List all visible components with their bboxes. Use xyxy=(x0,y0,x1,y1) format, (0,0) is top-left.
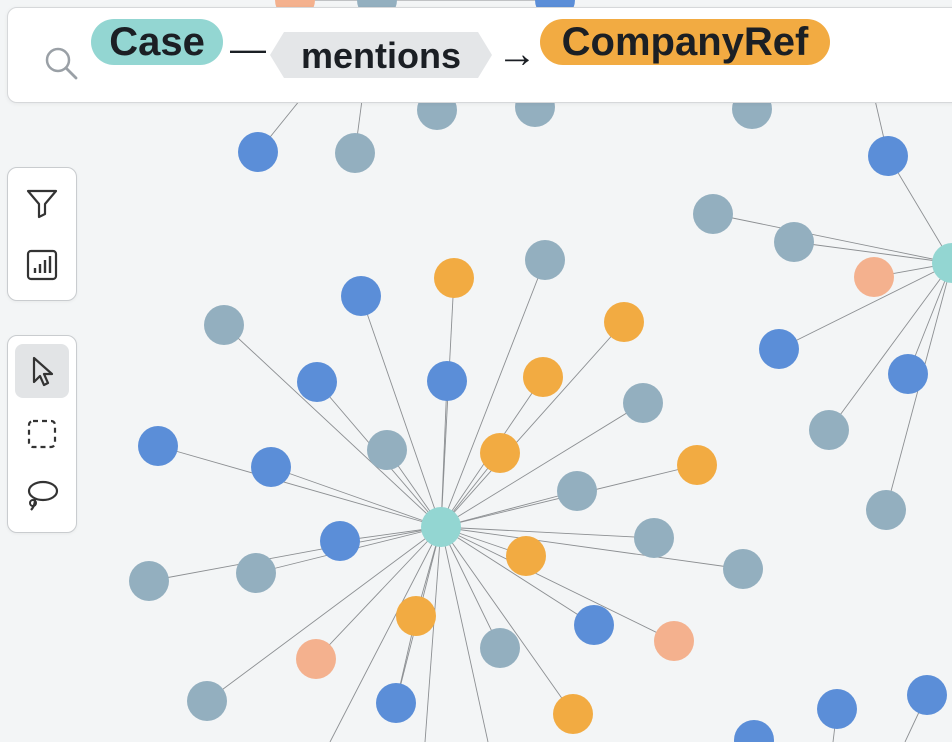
pointer-icon xyxy=(32,356,54,387)
graph-node[interactable] xyxy=(809,410,849,450)
graph-edge[interactable] xyxy=(440,259,546,528)
company-ref-node[interactable] xyxy=(604,302,644,342)
graph-edge[interactable] xyxy=(440,526,744,570)
graph-edge[interactable] xyxy=(148,526,442,582)
graph-node[interactable] xyxy=(888,354,928,394)
graph-node[interactable] xyxy=(187,681,227,721)
lasso-icon xyxy=(27,480,59,511)
graph-node[interactable] xyxy=(817,689,857,729)
graph-node[interactable] xyxy=(341,276,381,316)
graph-edge[interactable] xyxy=(440,526,595,626)
graph-node[interactable] xyxy=(557,471,597,511)
source-node-label[interactable]: Case xyxy=(91,19,223,65)
filter-icon xyxy=(26,189,58,219)
graph-edge[interactable] xyxy=(440,380,448,528)
graph-node[interactable] xyxy=(427,361,467,401)
graph-edge[interactable] xyxy=(360,295,442,528)
graph-node[interactable] xyxy=(907,675,947,715)
graph-edge[interactable] xyxy=(828,262,952,431)
graph-edge[interactable] xyxy=(440,526,574,715)
analysis-toolbar xyxy=(7,167,77,301)
select-tool-button[interactable] xyxy=(15,344,69,398)
graph-node[interactable] xyxy=(634,518,674,558)
connector-arrow: → xyxy=(497,32,537,76)
box-select-icon xyxy=(27,419,57,449)
relation-label[interactable]: mentions xyxy=(270,32,492,78)
graph-node[interactable] xyxy=(759,329,799,369)
graph-edge[interactable] xyxy=(424,526,442,742)
graph-node[interactable] xyxy=(297,362,337,402)
graph-node[interactable] xyxy=(868,136,908,176)
graph-edge[interactable] xyxy=(329,526,442,742)
graph-node[interactable] xyxy=(693,194,733,234)
target-node-label[interactable]: CompanyRef xyxy=(540,19,830,65)
graph-node[interactable] xyxy=(236,553,276,593)
graph-node[interactable] xyxy=(320,521,360,561)
graph-edge[interactable] xyxy=(315,526,442,660)
graph-node[interactable] xyxy=(238,132,278,172)
connector-dash: — xyxy=(230,28,266,69)
graph-edge[interactable] xyxy=(778,262,952,350)
graph-edge[interactable] xyxy=(440,277,455,528)
graph-node[interactable] xyxy=(866,490,906,530)
company-ref-node[interactable] xyxy=(480,433,520,473)
graph-edge[interactable] xyxy=(712,213,952,264)
company-ref-node[interactable] xyxy=(506,536,546,576)
statistics-button[interactable] xyxy=(15,238,69,292)
graph-node[interactable] xyxy=(204,305,244,345)
graph-node[interactable] xyxy=(654,621,694,661)
company-ref-node[interactable] xyxy=(553,694,593,734)
graph-node[interactable] xyxy=(296,639,336,679)
graph-edge[interactable] xyxy=(223,324,442,528)
graph-node[interactable] xyxy=(525,240,565,280)
graph-edge[interactable] xyxy=(793,241,952,264)
lasso-select-button[interactable] xyxy=(15,468,69,522)
graph-node[interactable] xyxy=(129,561,169,601)
graph-node[interactable] xyxy=(734,720,774,742)
box-select-button[interactable] xyxy=(15,407,69,461)
graph-node[interactable] xyxy=(138,426,178,466)
graph-node[interactable] xyxy=(367,430,407,470)
company-ref-node[interactable] xyxy=(396,596,436,636)
graph-edge[interactable] xyxy=(440,321,625,528)
graph-node[interactable] xyxy=(376,683,416,723)
graph-edge[interactable] xyxy=(157,445,442,528)
company-ref-node[interactable] xyxy=(523,357,563,397)
graph-edge[interactable] xyxy=(440,490,578,528)
graph-node[interactable] xyxy=(335,133,375,173)
case-node[interactable] xyxy=(932,243,952,283)
graph-edge[interactable] xyxy=(440,402,644,528)
filter-button[interactable] xyxy=(15,176,69,230)
graph-edge[interactable] xyxy=(206,526,442,702)
graph-edge[interactable] xyxy=(887,155,952,264)
node-layer xyxy=(129,0,952,742)
graph-edge[interactable] xyxy=(270,466,442,528)
case-node[interactable] xyxy=(421,507,461,547)
graph-node[interactable] xyxy=(854,257,894,297)
graph-node[interactable] xyxy=(774,222,814,262)
graph-edge[interactable] xyxy=(440,526,675,642)
graph-node[interactable] xyxy=(480,628,520,668)
graph-edge[interactable] xyxy=(440,526,655,539)
query-search-bar[interactable]: Case — mentions → CompanyRef xyxy=(7,7,952,103)
graph-edge[interactable] xyxy=(440,526,489,742)
company-ref-node[interactable] xyxy=(434,258,474,298)
graph-node[interactable] xyxy=(623,383,663,423)
graph-node[interactable] xyxy=(251,447,291,487)
graph-node[interactable] xyxy=(574,605,614,645)
company-ref-node[interactable] xyxy=(677,445,717,485)
selection-toolbar xyxy=(7,335,77,533)
search-icon xyxy=(45,47,78,80)
bar-chart-icon xyxy=(26,249,58,281)
graph-node[interactable] xyxy=(723,549,763,589)
graph-edge[interactable] xyxy=(440,526,501,649)
